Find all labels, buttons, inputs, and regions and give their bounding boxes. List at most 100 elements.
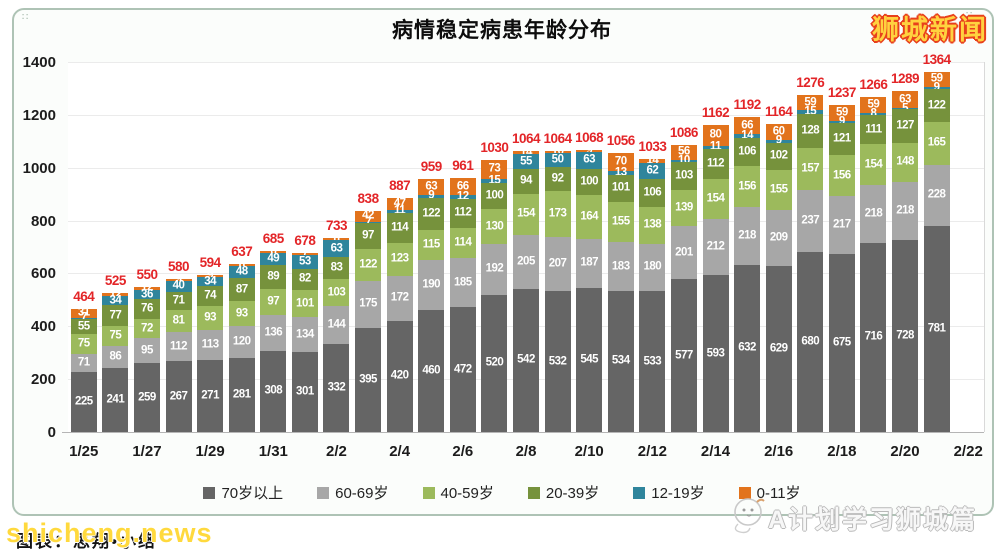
legend-label: 20-39岁 (545, 485, 600, 502)
corner-deco-right: ∷ (966, 10, 974, 21)
bar-segment-12-19岁: 34 (102, 295, 129, 306)
bar-segment-40-59岁: 75 (102, 325, 129, 346)
bar-group: 7 53 82 101 134 301 (291, 247, 318, 432)
bar-group: 9 34 74 93 113 271 (197, 270, 224, 432)
bar-segment-40-59岁: 75 (70, 333, 97, 354)
bar-segment-60-69岁: 86 (102, 345, 129, 369)
bar-group: 70 13 101 155 183 534 (607, 152, 634, 432)
bar-total-label: 1068 (575, 129, 604, 145)
bar-total-label: 550 (136, 266, 158, 282)
bar-segment-70岁以上: 420 (386, 320, 413, 432)
image-source-caption: 图表：思翔•小络 (16, 532, 157, 551)
bar-segment-70岁以上: 545 (576, 287, 603, 432)
bar-group: 9 63 100 164 187 545 (576, 145, 603, 432)
legend-swatch (527, 486, 540, 499)
bar-segment-40-59岁: 156 (734, 166, 761, 208)
bar-segment-40-59岁: 164 (576, 195, 603, 239)
x-axis-tick-label: 2/2 (326, 443, 347, 460)
bar-segment-20-39岁: 122 (418, 197, 445, 230)
bar-segment-60-69岁: 185 (449, 258, 476, 308)
bar-total-label: 1056 (606, 132, 636, 148)
bar-segment-20-39岁: 82 (291, 268, 318, 291)
bar-segment-60-69岁: 218 (860, 185, 887, 243)
bar-segment-12-19岁: 49 (260, 252, 287, 266)
bar-segment-0-11岁: 60 (765, 124, 792, 141)
bar-segment-70岁以上: 281 (228, 357, 255, 432)
bar-group: 31 7 55 75 71 225 (70, 307, 97, 432)
bar-segment-60-69岁: 190 (418, 260, 445, 311)
bar-total-label: 961 (452, 158, 474, 174)
bar-segment-20-39岁: 111 (860, 115, 887, 145)
bar-segment-70岁以上: 241 (102, 368, 129, 432)
legend-label: 60-69岁 (335, 485, 389, 502)
bar-segment-60-69岁: 217 (828, 196, 855, 254)
y-axis-tick-label: 1400 (22, 54, 56, 71)
bar-segment-60-69岁: 136 (260, 314, 287, 351)
bar-segment-70岁以上: 472 (449, 307, 476, 432)
bar-group: 66 12 112 114 185 472 (449, 178, 476, 432)
bar-segment-70岁以上: 781 (923, 225, 950, 432)
bar-segment-60-69岁: 212 (702, 219, 729, 276)
bar-segment-40-59岁: 138 (639, 207, 666, 244)
bar-segment-70岁以上: 716 (860, 242, 887, 432)
y-axis-tick-label: 1000 (22, 159, 56, 177)
x-axis-tick-label: 2/22 (953, 443, 983, 460)
bar-group: 12 34 77 75 86 241 (102, 289, 129, 432)
bar-total-label: 1033 (638, 138, 667, 154)
x-axis-line (62, 432, 984, 433)
x-axis-tick-label: 2/16 (764, 443, 794, 460)
bar-segment-40-59岁: 115 (418, 229, 445, 261)
bar-segment-60-69岁: 218 (734, 207, 761, 265)
bar-segment-70岁以上: 460 (418, 310, 445, 432)
x-axis-tick-label: 2/20 (890, 443, 920, 460)
bar-segment-0-11岁: 56 (670, 144, 697, 160)
legend-swatch (203, 486, 216, 499)
bar-segment-60-69岁: 112 (165, 331, 192, 362)
bar-total-label: 1064 (543, 130, 573, 146)
bar-total-label: 959 (420, 158, 443, 174)
bar-segment-20-39岁: 92 (544, 166, 571, 191)
y-axis-tick-label: 0 (47, 424, 56, 441)
bar-segment-20-39岁: 89 (260, 265, 287, 289)
bar-segment-40-59岁: 154 (702, 178, 729, 220)
legend-swatch (317, 486, 330, 499)
bar-segment-20-39岁: 112 (449, 198, 476, 229)
bar-segment-60-69岁: 201 (670, 226, 697, 280)
bar-segment-60-69岁: 228 (923, 165, 950, 226)
bar-segment-20-39岁: 127 (892, 109, 919, 143)
bar-segment-0-11岁: 59 (828, 105, 855, 121)
y-axis-tick-label: 800 (30, 212, 56, 230)
legend-swatch (633, 486, 646, 499)
bar-segment-0-11岁: 80 (702, 124, 729, 147)
legend-item-12-19岁: 12-19岁 (633, 482, 705, 503)
bar-segment-40-59岁: 156 (828, 155, 855, 197)
bar-segment-20-39岁: 114 (386, 212, 413, 244)
bar-segment-20-39岁: 112 (702, 148, 729, 179)
x-axis-tick-label: 1/31 (258, 443, 288, 460)
bar-segment-0-11岁: 66 (734, 116, 761, 135)
bar-segment-60-69岁: 172 (386, 275, 413, 321)
bar-segment-70岁以上: 728 (892, 239, 919, 432)
x-axis-tick-label: 2/4 (389, 443, 411, 460)
bar-group: 42 7 97 122 175 395 (355, 210, 382, 432)
bar-segment-70岁以上: 271 (197, 360, 224, 432)
bar-segment-70岁以上: 520 (481, 294, 508, 432)
bar-group: 8 48 87 93 120 281 (228, 258, 255, 432)
bar-segment-60-69岁: 192 (481, 243, 508, 295)
watermark-shicheng-news: shicheng.news (6, 518, 213, 548)
bar-segment-40-59岁: 93 (197, 305, 224, 331)
bar-segment-70岁以上: 301 (291, 352, 318, 432)
corner-deco-left: ∷ (22, 12, 30, 23)
bar-segment-40-59岁: 165 (923, 121, 950, 166)
bar-group: 10 50 92 173 207 532 (544, 146, 571, 432)
bar-segment-0-11岁: 70 (607, 152, 634, 172)
legend-item-0-11岁: 0-11岁 (738, 482, 801, 503)
y-axis-tick-label: 600 (30, 265, 56, 283)
bar-segment-60-69岁: 180 (639, 243, 666, 292)
bar-segment-20-39岁: 55 (70, 319, 97, 334)
bar-total-label: 1192 (733, 96, 761, 112)
bar-segment-40-59岁: 173 (544, 190, 571, 237)
bar-segment-60-69岁: 207 (544, 236, 571, 292)
bar-segment-40-59岁: 154 (513, 193, 539, 235)
bar-group: 59 15 128 157 237 680 (797, 94, 824, 432)
